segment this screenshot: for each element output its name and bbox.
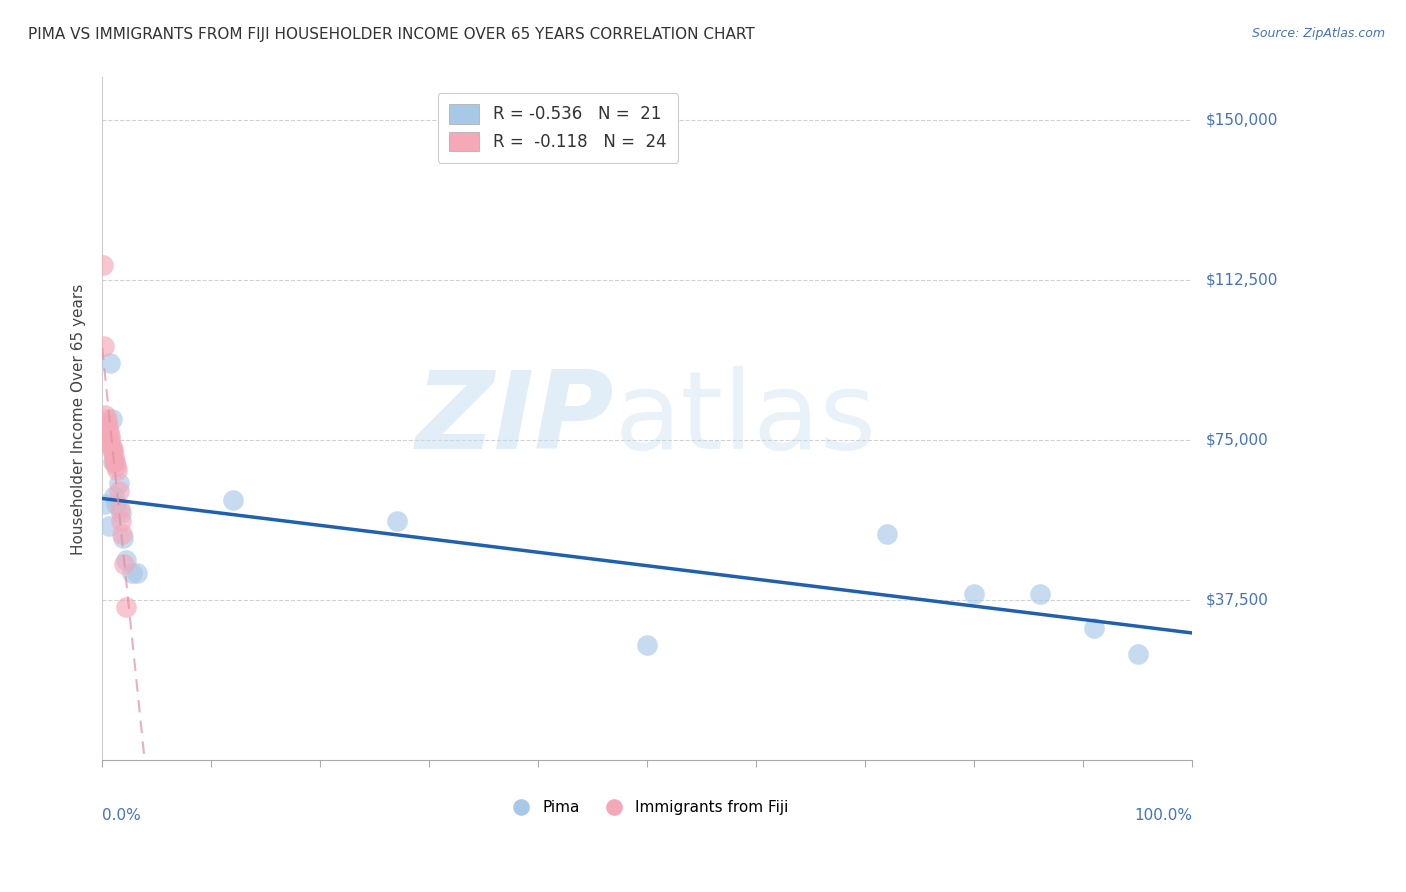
Point bbox=[103, 450, 125, 465]
Point bbox=[93, 339, 115, 353]
Point bbox=[96, 412, 118, 426]
Point bbox=[105, 497, 128, 511]
Point bbox=[636, 638, 658, 652]
Point bbox=[1083, 621, 1105, 635]
Point bbox=[97, 420, 120, 434]
Point bbox=[101, 442, 124, 456]
Y-axis label: Householder Income Over 65 years: Householder Income Over 65 years bbox=[72, 284, 86, 555]
Point bbox=[107, 463, 129, 477]
Point bbox=[91, 258, 114, 272]
Point bbox=[101, 412, 124, 426]
Point bbox=[222, 493, 245, 508]
Point bbox=[1126, 647, 1149, 661]
Point bbox=[1028, 587, 1050, 601]
Text: 0.0%: 0.0% bbox=[103, 808, 141, 823]
Text: Source: ZipAtlas.com: Source: ZipAtlas.com bbox=[1251, 27, 1385, 40]
Text: 100.0%: 100.0% bbox=[1135, 808, 1192, 823]
Point bbox=[111, 532, 134, 546]
Text: $37,500: $37,500 bbox=[1206, 593, 1270, 607]
Point bbox=[101, 454, 124, 468]
Point bbox=[104, 454, 127, 468]
Text: PIMA VS IMMIGRANTS FROM FIJI HOUSEHOLDER INCOME OVER 65 YEARS CORRELATION CHART: PIMA VS IMMIGRANTS FROM FIJI HOUSEHOLDER… bbox=[28, 27, 755, 42]
Point bbox=[111, 527, 134, 541]
Point bbox=[94, 408, 117, 422]
Text: $112,500: $112,500 bbox=[1206, 273, 1278, 288]
Point bbox=[97, 425, 120, 439]
Point bbox=[963, 587, 986, 601]
Text: $150,000: $150,000 bbox=[1206, 112, 1278, 128]
Point bbox=[94, 497, 117, 511]
Point bbox=[101, 442, 124, 456]
Point bbox=[107, 484, 129, 499]
Point bbox=[385, 514, 408, 528]
Point bbox=[121, 566, 143, 580]
Point bbox=[115, 599, 138, 614]
Point bbox=[105, 458, 128, 473]
Point bbox=[876, 527, 898, 541]
Point bbox=[98, 429, 121, 443]
Point bbox=[100, 437, 122, 451]
Point bbox=[112, 557, 135, 571]
Point bbox=[107, 475, 129, 490]
Point bbox=[101, 446, 124, 460]
Text: ZIP: ZIP bbox=[416, 366, 614, 472]
Text: $75,000: $75,000 bbox=[1206, 433, 1268, 448]
Point bbox=[127, 566, 149, 580]
Point bbox=[103, 489, 125, 503]
Point bbox=[98, 356, 121, 370]
Point bbox=[108, 501, 131, 516]
Point bbox=[110, 506, 132, 520]
Legend: Pima, Immigrants from Fiji: Pima, Immigrants from Fiji bbox=[501, 794, 794, 821]
Point bbox=[98, 434, 121, 448]
Text: atlas: atlas bbox=[614, 366, 876, 472]
Point bbox=[110, 514, 132, 528]
Point bbox=[103, 454, 125, 468]
Point bbox=[97, 518, 120, 533]
Point bbox=[115, 553, 138, 567]
Point bbox=[96, 416, 118, 430]
